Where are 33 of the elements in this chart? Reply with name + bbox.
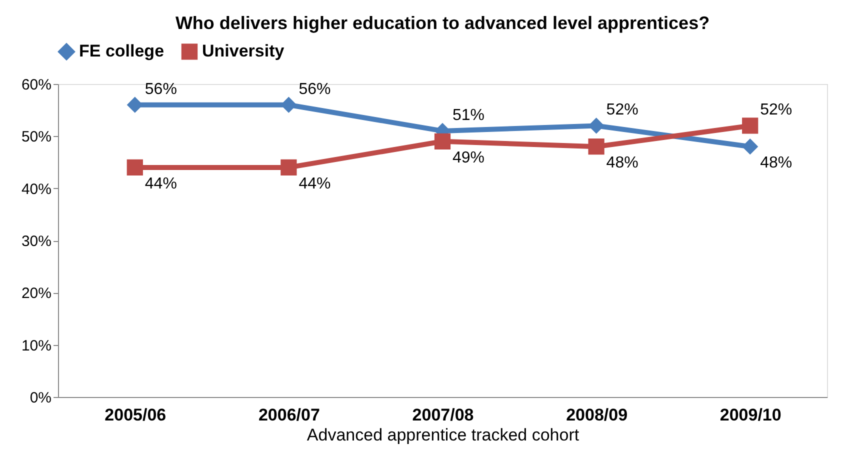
data-label: 49% — [452, 149, 485, 166]
y-tick-label: 20% — [21, 285, 52, 302]
legend-label: FE college — [79, 42, 164, 61]
x-axis-title: Advanced apprentice tracked cohort — [306, 426, 580, 444]
point — [434, 133, 451, 150]
y-tick-label: 30% — [21, 233, 52, 250]
data-label: 44% — [298, 175, 331, 192]
x-tick-label: 2007/08 — [412, 406, 474, 424]
y-tick-label: 40% — [21, 180, 52, 198]
legend-label: University — [202, 42, 285, 61]
data-label: 52% — [760, 102, 792, 119]
x-tick-label: 2008/09 — [566, 406, 628, 424]
x-tick-label: 2006/07 — [258, 406, 320, 424]
y-tick-label: 10% — [21, 337, 52, 354]
chart-title: Who delivers higher education to advanced level apprentices? — [175, 13, 710, 33]
y-tick-label: 50% — [21, 128, 52, 146]
data-label: 44% — [144, 175, 177, 192]
data-label: 51% — [452, 106, 485, 124]
point — [126, 159, 143, 176]
point — [742, 138, 758, 155]
data-label: 56% — [298, 80, 331, 98]
point — [588, 138, 604, 155]
y-tick-label: 60% — [21, 76, 52, 94]
data-label: 56% — [144, 80, 177, 98]
point — [126, 96, 143, 113]
point — [280, 159, 297, 176]
y-tick-label: 0% — [30, 390, 52, 406]
data-label: 48% — [606, 154, 638, 172]
data-label: 48% — [760, 154, 792, 172]
x-tick-label: 2005/06 — [104, 406, 166, 424]
data-label: 52% — [606, 102, 638, 119]
x-tick-label: 2009/10 — [720, 406, 782, 424]
point — [742, 118, 758, 134]
